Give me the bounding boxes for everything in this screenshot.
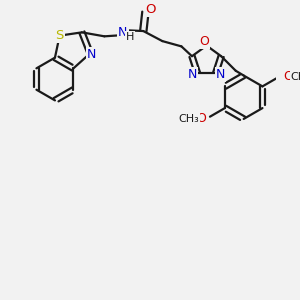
Text: O: O <box>196 112 206 124</box>
Text: CH₃: CH₃ <box>178 114 199 124</box>
Text: O: O <box>145 3 155 16</box>
Text: O: O <box>284 70 293 83</box>
Text: O: O <box>200 35 209 48</box>
Text: N: N <box>87 48 96 61</box>
Text: N: N <box>118 26 128 39</box>
Text: S: S <box>56 29 64 42</box>
Text: H: H <box>126 32 134 42</box>
Text: N: N <box>188 68 197 81</box>
Text: N: N <box>216 68 225 81</box>
Text: CH₃: CH₃ <box>291 72 300 82</box>
